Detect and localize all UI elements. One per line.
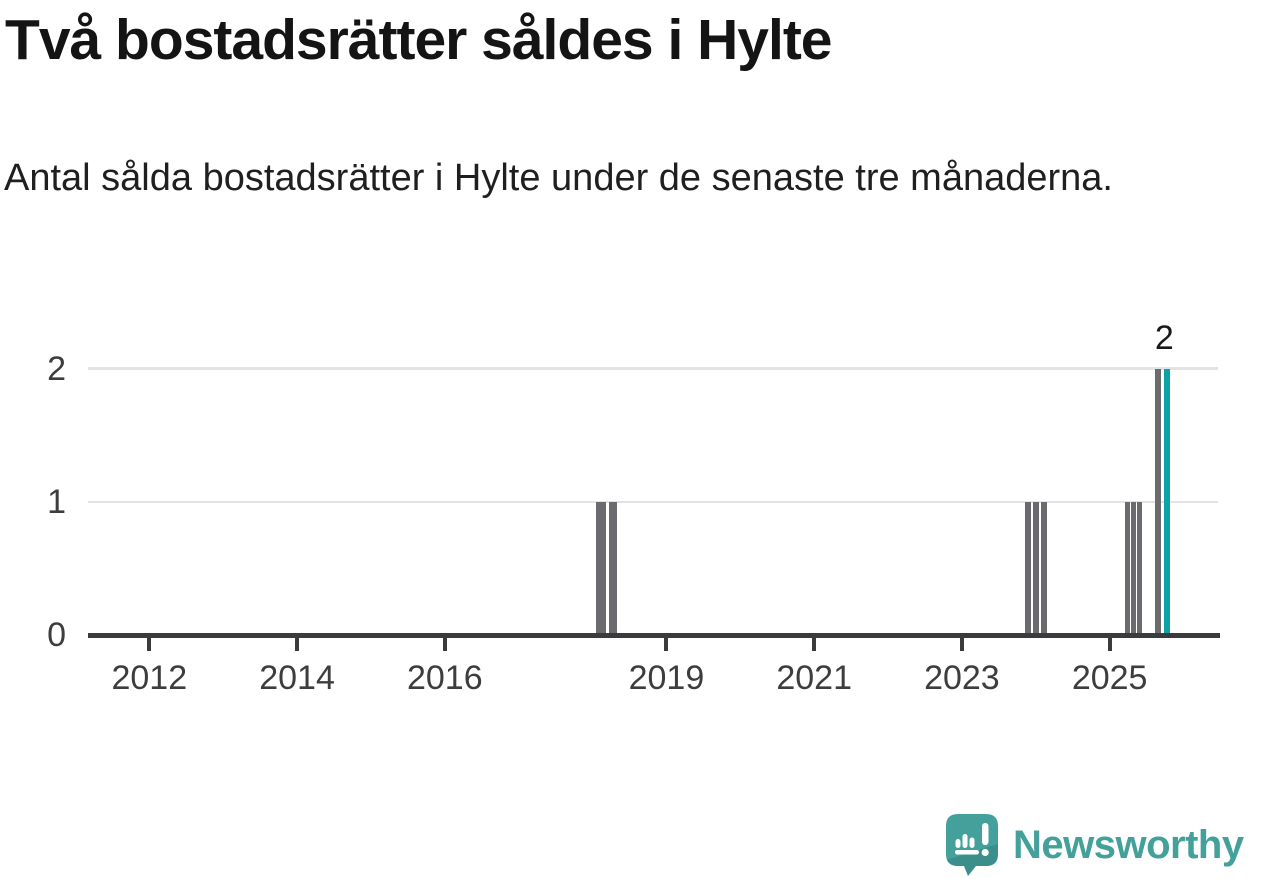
y-tick-label: 1 [47, 482, 66, 521]
bar [1025, 501, 1032, 634]
newsworthy-wordmark: Newsworthy [1013, 823, 1244, 867]
x-axis-tick [664, 637, 669, 651]
bar [608, 501, 617, 634]
bar [596, 501, 607, 634]
headline: Två bostadsrätter såldes i Hylte [5, 8, 833, 72]
bar-value-label: 2 [1154, 318, 1174, 357]
bar [1155, 368, 1162, 634]
x-axis-tick [295, 637, 300, 651]
x-axis-tick [442, 637, 447, 651]
bar [1040, 501, 1047, 634]
gridline [88, 367, 1218, 370]
y-tick-label: 2 [47, 349, 66, 388]
x-axis-line [88, 633, 1220, 638]
x-axis-tick [959, 637, 964, 651]
newsworthy-branding: Newsworthy [946, 813, 1244, 877]
highlighted-bar [1164, 368, 1171, 634]
x-tick-label: 2023 [924, 659, 1000, 697]
gridline [88, 500, 1218, 503]
bar [1130, 501, 1136, 634]
x-tick-label: 2025 [1071, 659, 1148, 697]
x-axis-tick [812, 637, 817, 651]
x-axis-tick [1107, 637, 1112, 651]
bar [1032, 501, 1039, 634]
description: Antal sålda bostadsrätter i Hylte under … [4, 157, 1113, 199]
bar [1136, 501, 1142, 634]
x-tick-label: 2014 [259, 659, 335, 697]
x-tick-label: 2021 [776, 659, 852, 697]
x-tick-label: 2019 [628, 659, 705, 697]
y-tick-label: 0 [47, 616, 66, 654]
x-tick-label: 2016 [406, 659, 483, 697]
newsworthy-logo-icon [946, 814, 998, 876]
x-tick-label: 2012 [111, 659, 188, 697]
x-axis-tick [147, 637, 152, 651]
bar [1124, 501, 1130, 634]
